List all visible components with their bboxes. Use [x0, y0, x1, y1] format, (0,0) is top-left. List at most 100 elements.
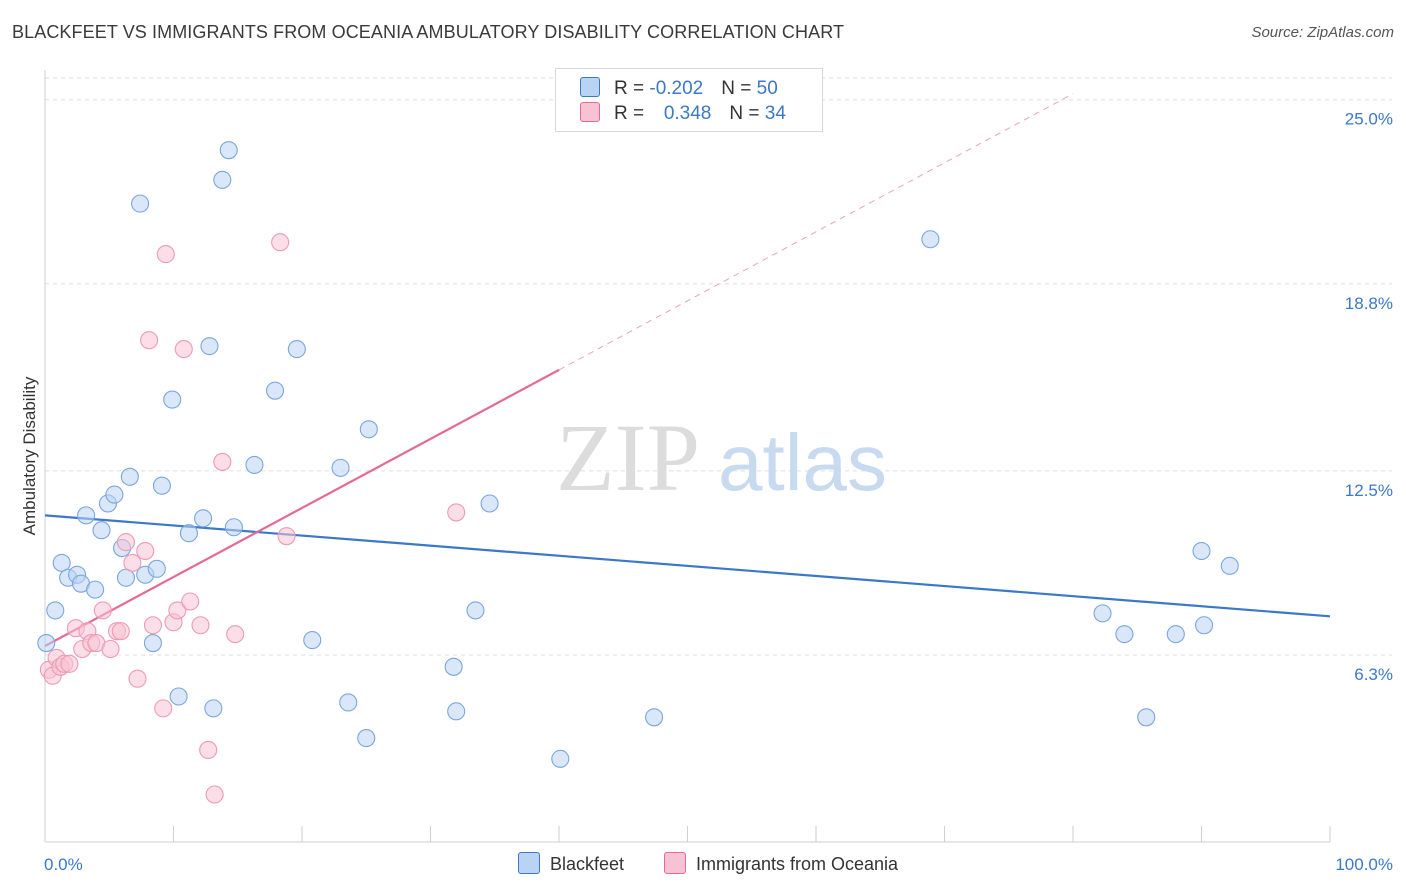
- point-blackfeet: [131, 194, 150, 213]
- point-oceania: [128, 669, 147, 688]
- point-blackfeet: [169, 687, 188, 706]
- point-oceania: [181, 592, 200, 611]
- trend-line-oceania: [44, 368, 560, 647]
- point-blackfeet: [77, 506, 96, 525]
- point-oceania: [101, 639, 120, 659]
- point-blackfeet: [143, 634, 162, 653]
- point-oceania: [191, 616, 210, 635]
- tick-labels: 6.3% 12.5% 18.8% 25.0% 0.0% 100.0%: [44, 110, 1393, 874]
- point-blackfeet: [1166, 625, 1185, 644]
- chart-title: BLACKFEET VS IMMIGRANTS FROM OCEANIA AMB…: [12, 22, 845, 42]
- point-oceania: [154, 699, 173, 718]
- legend-swatch-pink: [580, 102, 600, 122]
- watermark: ZIP atlas: [556, 404, 887, 511]
- point-blackfeet: [224, 518, 243, 537]
- point-blackfeet: [179, 524, 198, 543]
- point-blackfeet: [1093, 604, 1112, 623]
- data-points: [37, 141, 1239, 804]
- point-blackfeet: [194, 509, 213, 528]
- point-blackfeet: [46, 601, 65, 620]
- legend-n-value: 34: [764, 103, 786, 124]
- bottom-legend-swatch-blue: [518, 852, 540, 874]
- point-blackfeet: [551, 749, 570, 768]
- x-tick-label-min: 0.0%: [44, 855, 83, 874]
- point-oceania: [93, 601, 112, 620]
- point-blackfeet: [645, 708, 664, 727]
- point-blackfeet: [213, 170, 232, 189]
- point-oceania: [140, 331, 159, 350]
- point-blackfeet: [359, 420, 378, 439]
- y-tick-label: 18.8%: [1345, 294, 1393, 313]
- point-blackfeet: [86, 580, 105, 599]
- point-oceania: [123, 553, 142, 572]
- y-tick-label: 25.0%: [1345, 110, 1393, 129]
- bottom-legend-oceania: Immigrants from Oceania: [664, 852, 898, 875]
- point-oceania: [143, 616, 162, 635]
- point-oceania: [213, 452, 232, 471]
- point-blackfeet: [444, 657, 463, 676]
- axes: [44, 70, 1331, 843]
- y-axis-label: Ambulatory Disability: [20, 376, 39, 535]
- point-blackfeet: [466, 601, 485, 620]
- bottom-legend-label-blackfeet: Blackfeet: [550, 854, 625, 874]
- point-blackfeet: [105, 485, 124, 504]
- point-blackfeet: [447, 702, 466, 721]
- point-blackfeet: [303, 631, 322, 650]
- point-blackfeet: [339, 693, 358, 712]
- bottom-legend-blackfeet: Blackfeet: [518, 852, 624, 875]
- legend-r-label: R =: [614, 78, 650, 99]
- legend-row-blackfeet: R = -0.202 N = 50: [580, 77, 778, 101]
- point-blackfeet: [147, 559, 166, 578]
- point-oceania: [116, 533, 136, 552]
- point-blackfeet: [1195, 616, 1214, 635]
- point-blackfeet: [921, 230, 940, 249]
- point-oceania: [199, 740, 218, 760]
- legend-r-value: -0.202: [649, 78, 704, 99]
- point-blackfeet: [1115, 625, 1134, 644]
- point-oceania: [271, 233, 290, 252]
- point-blackfeet: [287, 340, 306, 359]
- legend-swatch-blue: [580, 77, 600, 97]
- legend-n-label: N =: [729, 103, 765, 124]
- point-oceania: [226, 625, 245, 644]
- legend-row-oceania: R = 0.348 N = 34: [580, 102, 786, 126]
- bottom-legend-swatch-pink: [664, 852, 686, 874]
- trend-lines: [44, 93, 1331, 647]
- point-oceania: [60, 654, 79, 673]
- legend-r-label: R =: [614, 103, 650, 124]
- legend-n-value: 50: [756, 78, 778, 99]
- chart-source: Source: ZipAtlas.com: [1251, 24, 1394, 41]
- point-oceania: [205, 785, 224, 804]
- point-oceania: [156, 245, 175, 264]
- point-blackfeet: [120, 467, 139, 486]
- watermark-zip: ZIP: [556, 404, 700, 511]
- watermark-atlas: atlas: [718, 418, 887, 507]
- y-tick-label: 6.3%: [1354, 665, 1393, 684]
- point-blackfeet: [37, 634, 56, 653]
- point-blackfeet: [265, 381, 285, 400]
- point-blackfeet: [245, 455, 264, 474]
- point-oceania: [174, 340, 193, 359]
- point-oceania: [168, 601, 187, 620]
- point-blackfeet: [200, 337, 219, 356]
- point-oceania: [277, 527, 296, 546]
- point-blackfeet: [1220, 556, 1239, 575]
- point-oceania: [136, 541, 155, 561]
- legend-r-value: 0.348: [663, 103, 712, 124]
- x-tick-label-max: 100.0%: [1335, 855, 1393, 874]
- point-oceania: [447, 503, 466, 522]
- point-oceania: [111, 622, 130, 641]
- correlation-legend: R = -0.202 N = 50 R = 0.348 N = 34: [555, 68, 823, 132]
- legend-n-label: N =: [721, 78, 757, 99]
- point-blackfeet: [92, 521, 111, 540]
- point-blackfeet: [204, 699, 223, 718]
- bottom-legend-label-oceania: Immigrants from Oceania: [696, 854, 899, 874]
- y-tick-label: 12.5%: [1345, 481, 1393, 500]
- point-blackfeet: [357, 729, 376, 748]
- point-blackfeet: [1137, 708, 1156, 727]
- point-blackfeet: [480, 494, 499, 513]
- point-blackfeet: [331, 458, 350, 477]
- point-blackfeet: [152, 476, 171, 495]
- point-blackfeet: [1192, 541, 1211, 561]
